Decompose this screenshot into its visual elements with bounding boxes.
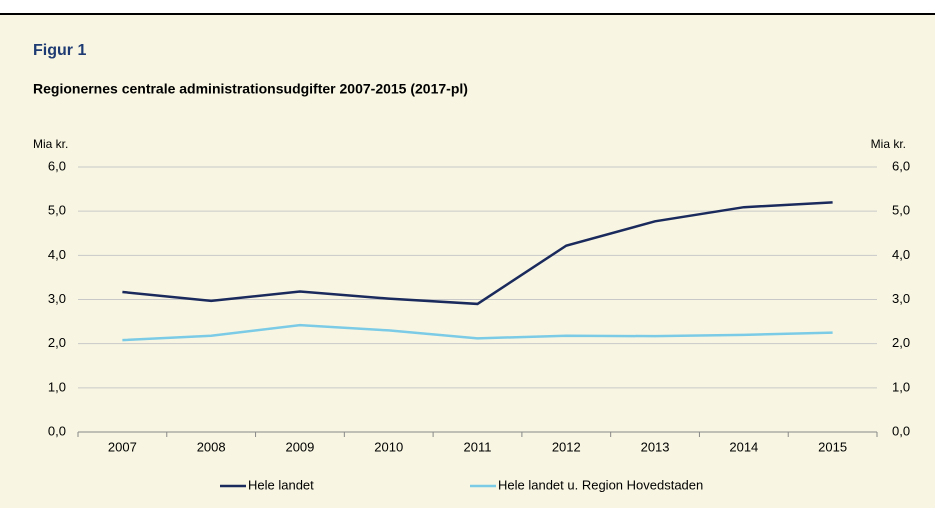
chart-subtitle: Regionernes centrale administrationsudgi… bbox=[33, 81, 468, 97]
background bbox=[0, 14, 935, 508]
y2-axis-label: Mia kr. bbox=[871, 137, 906, 151]
y2-tick-label: 3,0 bbox=[892, 291, 910, 306]
x-tick-label: 2015 bbox=[818, 439, 847, 454]
x-tick-label: 2011 bbox=[464, 439, 492, 454]
x-tick-label: 2008 bbox=[197, 439, 226, 454]
y-tick-label: 5,0 bbox=[48, 203, 66, 218]
y2-tick-label: 4,0 bbox=[892, 247, 910, 262]
y2-tick-label: 6,0 bbox=[892, 158, 910, 173]
chart-title: Figur 1 bbox=[33, 42, 86, 59]
y2-tick-label: 5,0 bbox=[892, 203, 910, 218]
y-tick-label: 4,0 bbox=[48, 247, 66, 262]
data-line bbox=[122, 323, 833, 342]
x-tick-label: 2009 bbox=[285, 439, 314, 454]
y2-tick-label: 0,0 bbox=[892, 423, 910, 438]
y-tick-label: 2,0 bbox=[48, 335, 66, 350]
data-line bbox=[122, 201, 833, 306]
y-tick-label: 1,0 bbox=[48, 379, 66, 394]
y2-tick-label: 2,0 bbox=[892, 335, 910, 350]
x-tick-label: 2010 bbox=[374, 439, 403, 454]
legend-label: Hele landet u. Region Hovedstaden bbox=[498, 477, 703, 492]
y-tick-label: 3,0 bbox=[48, 291, 66, 306]
x-tick-label: 2007 bbox=[108, 439, 137, 454]
y-axis-label: Mia kr. bbox=[33, 137, 68, 151]
x-tick-label: 2013 bbox=[641, 439, 670, 454]
y-tick-label: 6,0 bbox=[48, 158, 66, 173]
y-tick-label: 0,0 bbox=[48, 423, 66, 438]
y2-tick-label: 1,0 bbox=[892, 379, 910, 394]
x-tick-label: 2014 bbox=[729, 439, 758, 454]
x-tick-label: 2012 bbox=[552, 439, 581, 454]
legend-label: Hele landet bbox=[248, 477, 314, 492]
